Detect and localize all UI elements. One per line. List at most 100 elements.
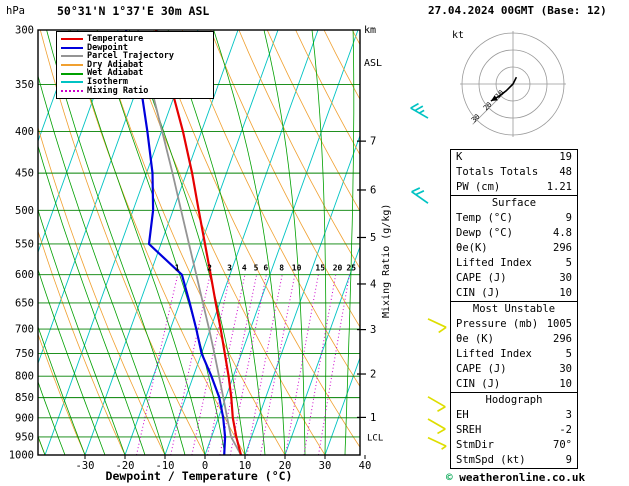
- panel-row-value: -2: [559, 424, 572, 436]
- pressure-tick-label: 700: [15, 324, 34, 336]
- panel-row-label: K: [456, 151, 463, 163]
- legend-swatch-dry-adiabat: [61, 64, 83, 67]
- wind-barb-feather: [437, 406, 446, 412]
- pressure-axis-unit: hPa: [6, 5, 25, 17]
- panel-row-label: Totals Totals: [456, 166, 539, 178]
- temperature-axis-labels: -30 -20 -10 0 10 20 30 40: [76, 455, 372, 472]
- pressure-tick-label: 550: [15, 238, 34, 250]
- isotherm-line: [124, 30, 279, 455]
- pressure-tick-label: 950: [15, 431, 34, 443]
- wet-adiabat-line: [38, 325, 86, 455]
- mixing-ratio-label: 6: [263, 264, 268, 273]
- mixing-ratio-label: 15: [315, 264, 325, 273]
- mixing-ratio-line: [303, 274, 337, 455]
- panel-row-value: 30: [559, 272, 572, 284]
- wet-adiabat-line: [263, 30, 306, 455]
- km-tick-label: 1: [370, 412, 376, 424]
- panel-row-label: SREH: [456, 424, 482, 436]
- sounding-profiles: [124, 30, 243, 455]
- legend-item: Parcel Trajectory: [61, 52, 209, 61]
- dewpoint-curve: [124, 30, 227, 455]
- legend-label: Parcel Trajectory: [87, 51, 174, 62]
- panel-row-value: 296: [553, 333, 572, 345]
- panel-row: StmDir 70°: [451, 438, 577, 453]
- panel-row-label: StmSpd (kt): [456, 454, 526, 466]
- panel-row: CAPE (J) 30: [451, 362, 577, 377]
- panel-row-label: PW (cm): [456, 181, 501, 193]
- legend-item: Dry Adiabat: [61, 61, 209, 70]
- mixing-ratio-line: [246, 274, 283, 455]
- panel-section: Surface Temp (°C) 9 Dewp (°C) 4.8 θe(K) 296 Lif…: [450, 195, 578, 302]
- panel-row-label: θe(K): [456, 242, 488, 254]
- panel-row: Lifted Index 5: [451, 347, 577, 362]
- panel-row-value: 5: [565, 348, 572, 360]
- mixing-ratio-line: [191, 274, 231, 455]
- temperature-curve: [154, 30, 243, 455]
- panel-row: StmSpd (kt) 9: [451, 453, 577, 468]
- panel-row-label: CIN (J): [456, 287, 501, 299]
- panel-row: CIN (J) 10: [451, 286, 577, 301]
- isotherm-line: [38, 30, 79, 143]
- legend-item: Temperature: [61, 35, 209, 44]
- panel-row-label: EH: [456, 409, 469, 421]
- parcel-trajectory-curve: [137, 30, 242, 455]
- km-tick-label: 6: [370, 184, 376, 196]
- mixing-ratio-line: [136, 274, 179, 455]
- mixing-ratio-line: [318, 274, 350, 455]
- km-tick-label: 2: [370, 369, 376, 381]
- mixing-ratio-labels: 1 2 3 4 5 6 8 10 15 20 25: [175, 264, 357, 273]
- panel-row: K 19: [451, 150, 577, 165]
- hodograph-trace-arrowhead: [490, 95, 498, 101]
- legend-label: Dewpoint: [87, 42, 128, 53]
- legend-swatch-mixing-ratio: [61, 89, 83, 92]
- legend-swatch-temperature: [61, 38, 83, 41]
- pressure-tick-label: 400: [15, 126, 34, 138]
- wet-adiabat-line: [311, 30, 327, 455]
- panel-row: CIN (J) 10: [451, 377, 577, 392]
- temperature-tick-label: 0: [202, 460, 208, 472]
- hodograph-ring: [495, 66, 531, 102]
- pressure-tick-label: 750: [15, 348, 34, 360]
- hodograph-ring-label: 10: [494, 89, 506, 101]
- wind-barb-staff: [427, 436, 447, 447]
- pressure-tick-label: 650: [15, 297, 34, 309]
- hodograph-ring: [478, 49, 548, 119]
- dry-adiabat-line: [38, 332, 86, 455]
- mixing-ratio-line: [219, 274, 258, 455]
- wind-barb-feather: [415, 190, 425, 196]
- panel-row-value: 48: [559, 166, 572, 178]
- lcl-label: LCL: [367, 434, 383, 444]
- legend-item: Isotherm: [61, 78, 209, 87]
- wind-barb-staff: [427, 418, 446, 430]
- panel-row: θe(K) 296: [451, 241, 577, 256]
- hodograph-ring-label: 20: [482, 101, 494, 113]
- panel-row: CAPE (J) 30: [451, 271, 577, 286]
- km-tick-label: 7: [370, 136, 376, 148]
- isotherm-line: [164, 30, 319, 455]
- mixing-ratio-label: 3: [227, 264, 232, 273]
- wet-adiabat-line: [0, 30, 5, 455]
- legend-label: Temperature: [87, 34, 144, 44]
- isotherm-line: [244, 134, 360, 455]
- temperature-tick-label: -10: [156, 460, 175, 472]
- hodograph-unit-label: kt: [452, 30, 465, 41]
- mixing-ratio-line: [259, 274, 296, 455]
- mixing-ratio-label: 1: [175, 264, 180, 273]
- hodograph-ring: [461, 32, 565, 136]
- panel-row-value: 1005: [546, 318, 572, 330]
- panel-section: K 19 Totals Totals 48 PW (cm) 1.21: [450, 149, 578, 196]
- dry-adiabat-line: [295, 30, 360, 156]
- temperature-tick-label: 40: [359, 460, 372, 472]
- panel-row: Temp (°C) 9: [451, 211, 577, 226]
- wind-barb-feather: [437, 428, 446, 435]
- legend-label: Isotherm: [87, 76, 128, 87]
- panel-section-title: Most Unstable: [472, 303, 556, 315]
- isotherm-line: [284, 245, 360, 455]
- km-tick-label: 5: [370, 232, 376, 244]
- panel-row: SREH -2: [451, 423, 577, 438]
- dry-adiabat-line: [266, 30, 360, 212]
- wind-barb-staff: [427, 396, 446, 408]
- pressure-tick-label: 600: [15, 269, 34, 281]
- panel-row-label: Pressure (mb): [456, 318, 539, 330]
